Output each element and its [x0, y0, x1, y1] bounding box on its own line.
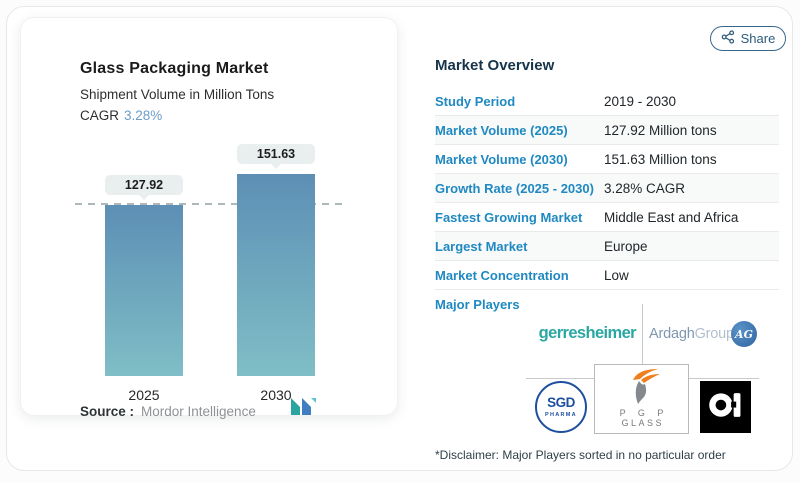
report-card: Glass Packaging Market Shipment Volume i… [6, 6, 793, 471]
share-icon [721, 30, 735, 47]
disclaimer-text: *Disclaimer: Major Players sorted in no … [435, 448, 726, 462]
row-label: Largest Market [435, 238, 528, 254]
overview-panel: Share Market Overview Study Period 2019 … [435, 7, 786, 482]
overview-title: Market Overview [435, 57, 555, 74]
bar-chart: 127.92 2025 151.63 2030 [61, 128, 361, 403]
pgp-text: P G P [619, 408, 669, 418]
x-axis-label-2030: 2030 [260, 387, 292, 403]
table-row: Market Volume (2025) 127.92 Million tons [435, 116, 779, 145]
bar-group-2030: 151.63 2030 [237, 143, 315, 403]
bar-value-label-2030: 151.63 [237, 143, 315, 164]
share-button[interactable]: Share [710, 26, 786, 51]
overview-table: Study Period 2019 - 2030 Market Volume (… [435, 87, 779, 290]
cagr-label: CAGR [80, 108, 120, 123]
table-row: Market Volume (2030) 151.63 Million tons [435, 145, 779, 174]
sgd-pharma-text: PHARMA [545, 411, 577, 418]
table-row: Largest Market Europe [435, 232, 779, 261]
bar-group-2025: 127.92 2025 [105, 175, 183, 403]
pgp-flame-icon [620, 365, 664, 410]
ardagh-badge-icon: AG [731, 321, 757, 347]
row-value: Europe [604, 238, 648, 254]
bar-value-label-2025: 127.92 [105, 175, 183, 196]
chart-title: Glass Packaging Market [80, 60, 269, 77]
sgd-pharma-logo: SGD PHARMA [535, 381, 587, 433]
table-row: Growth Rate (2025 - 2030) 3.28% CAGR [435, 174, 779, 203]
major-players-label: Major Players [435, 297, 520, 312]
chart-cagr: CAGR 3.28% [80, 108, 162, 123]
row-value: 127.92 Million tons [604, 122, 717, 138]
row-value: Middle East and Africa [604, 209, 739, 225]
row-value: 3.28% CAGR [604, 180, 686, 196]
pgp-glass-text: GLASS [621, 418, 664, 428]
reference-line [75, 203, 347, 206]
row-value: 2019 - 2030 [604, 93, 677, 109]
oi-mark-icon [707, 388, 745, 427]
tree-connector-vertical [642, 304, 643, 365]
ardagh-group-text: Group [694, 326, 735, 342]
source-row: Source : Mordor Intelligence [80, 404, 256, 419]
row-label: Market Volume (2030) [435, 151, 568, 167]
table-row: Study Period 2019 - 2030 [435, 87, 779, 116]
row-label: Market Volume (2025) [435, 122, 568, 138]
ardagh-group-logo: ArdaghGroup [649, 326, 734, 342]
row-label: Fastest Growing Market [435, 209, 583, 225]
source-value: Mordor Intelligence [141, 404, 256, 419]
tree-connector-horizontal-left [526, 378, 594, 379]
bar-2030 [237, 173, 315, 376]
pgp-glass-logo: P G P GLASS [594, 364, 689, 434]
x-axis-label-2025: 2025 [128, 387, 160, 403]
ardagh-text: Ardagh [649, 326, 695, 342]
bar-2025 [105, 205, 183, 376]
row-value: 151.63 Million tons [604, 151, 717, 167]
row-value: Low [604, 267, 629, 283]
chart-card: Glass Packaging Market Shipment Volume i… [20, 17, 398, 419]
row-label: Market Concentration [435, 267, 569, 283]
mordor-intelligence-logo-icon [291, 396, 317, 421]
table-row: Market Concentration Low [435, 261, 779, 290]
tree-connector-horizontal-right [689, 378, 759, 379]
share-button-label: Share [740, 31, 776, 46]
sgd-text: SGD [547, 395, 575, 411]
gerresheimer-logo: gerresheimer [538, 324, 637, 342]
cagr-value: 3.28% [124, 108, 163, 123]
row-label: Growth Rate (2025 - 2030) [435, 180, 594, 196]
table-row: Fastest Growing Market Middle East and A… [435, 203, 779, 232]
chart-subtitle: Shipment Volume in Million Tons [80, 87, 275, 102]
source-label: Source : [80, 404, 135, 419]
oi-logo [700, 381, 751, 433]
row-label: Study Period [435, 93, 516, 109]
